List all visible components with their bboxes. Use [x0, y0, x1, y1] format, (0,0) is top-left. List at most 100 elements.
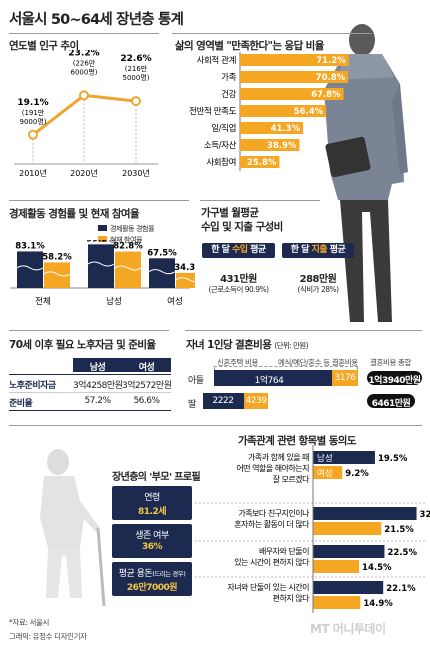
income-tag: 한 달 수입 평균	[202, 243, 275, 258]
alive-value: 36%	[141, 542, 163, 552]
satisfaction-value: 67.8%	[311, 90, 341, 100]
son-label: 아들	[188, 376, 204, 386]
population-pct-label: 22.6%	[120, 54, 151, 64]
satisfaction-value: 71.2%	[316, 56, 346, 66]
legend-cur-label: 현재 참여율	[110, 236, 143, 244]
family-bar-female	[313, 522, 382, 535]
income-value: 431만원	[220, 274, 257, 285]
daughter-total-pill	[367, 394, 415, 408]
row1-male: 3억4258만원	[73, 381, 123, 391]
population-point	[79, 90, 89, 101]
family-male-value: 32.6%	[420, 510, 430, 520]
population-year-label: 2010년	[19, 168, 47, 178]
total-label: 결혼비용 총합	[370, 358, 411, 367]
economic-bar-cur	[44, 262, 70, 288]
son-etc-bar	[332, 370, 358, 386]
family-female-value: 14.5%	[362, 563, 392, 573]
population-point	[28, 129, 38, 140]
population-count-label: 5000명)	[123, 73, 150, 82]
population-point	[131, 96, 141, 107]
expense-value: 288만원	[299, 274, 337, 285]
legend-swatch-navy	[98, 225, 107, 231]
economic-cur-value: 58.2%	[42, 252, 72, 262]
satisfaction-label: 사회참여	[206, 157, 236, 168]
son-house-bar	[214, 370, 358, 386]
population-pct-label: 23.2%	[68, 50, 99, 58]
family-legend-male: 남성	[317, 454, 333, 464]
economic-group-label: 남성	[106, 297, 122, 307]
legend-house: 신혼주택 비용	[217, 358, 258, 367]
economic-cur-value: 82.8%	[113, 242, 143, 252]
family-bar-female	[313, 466, 343, 479]
row1-female: 3억2572만원	[122, 381, 172, 391]
satisfaction-value: 56.4%	[294, 107, 324, 117]
household-heading-2: 수입 및 지출 구성비	[201, 221, 283, 233]
age-value: 81.2세	[138, 507, 167, 517]
population-count-label: 6000명)	[71, 67, 98, 76]
household-heading-1: 가구별 월평균	[201, 207, 259, 219]
economic-bar-chart: 83.1%58.2% 전체 99.2%82.8% 남성 67.5% 34.3% 여성	[10, 240, 195, 307]
population-year-label: 2020년	[70, 168, 98, 178]
family-bar-male	[313, 451, 375, 464]
legend-swatch-orange	[98, 236, 107, 242]
economic-bar-wave	[175, 277, 195, 283]
wedding-heading: 자녀 1인당 결혼비용 (단위: 만원)	[186, 339, 309, 351]
family-bar-male	[313, 545, 385, 558]
economic-heading: 경제활동 경험률 및 현재 참여율	[9, 208, 140, 220]
family-female-value: 14.9%	[363, 599, 393, 609]
population-count-label: (226만	[73, 58, 96, 67]
satisfaction-label: 건강	[221, 89, 236, 100]
daughter-total: 6461만원	[371, 399, 411, 409]
age-label: 연령	[144, 493, 160, 503]
family-question-text: 어떤 역할을 해야하는지	[236, 463, 309, 473]
graphic-credit: 그래픽: 유정수 디자인기자	[9, 632, 87, 641]
population-heading: 연도별 인구 추이	[9, 40, 79, 52]
satisfaction-label: 전반적 만족도	[189, 106, 236, 117]
age-box	[112, 486, 192, 520]
family-female-value: 9.2%	[345, 469, 369, 479]
economic-cur-value: 34.3%	[174, 263, 195, 273]
page-title: 서울시 50~64세 장년층 통계	[9, 12, 184, 28]
family-question-text: 잘 모르겠다	[273, 474, 310, 484]
economic-exp-value: 99.2%	[86, 240, 116, 244]
economic-bar-wave	[114, 265, 142, 271]
legend-etc: 예식/예단/혼수 등 결혼비용	[278, 358, 358, 367]
economic-group-label: 여성	[167, 296, 183, 307]
son-total-pill	[367, 371, 422, 385]
family-male-value: 19.5%	[378, 454, 408, 464]
family-heading: 가족관계 관련 항목별 동의도	[238, 435, 356, 447]
population-pct-label: 19.1%	[17, 98, 48, 108]
satisfaction-bar	[240, 156, 280, 168]
family-bar-male	[313, 581, 384, 594]
satisfaction-value: 41.3%	[271, 124, 301, 134]
elderly-man-illustration	[40, 449, 106, 607]
walking-man-illustration	[324, 24, 408, 322]
satisfaction-value: 70.8%	[316, 73, 346, 83]
population-year-label: 2030년	[122, 168, 150, 178]
economic-bar-wave	[87, 261, 115, 267]
row1-label: 노후준비자금	[9, 381, 56, 391]
family-question-text: 편하지 않다	[273, 593, 310, 603]
population-count-label: (191만	[22, 108, 45, 117]
satisfaction-label: 가족	[221, 73, 236, 83]
satisfaction-bar	[240, 71, 349, 83]
family-bar-female	[313, 560, 360, 573]
son-etc-value: 3176	[334, 373, 356, 383]
economic-legend: 경제활동 경험률 현재 참여율	[98, 224, 155, 245]
family-question-text: 혼자하는 활동이 더 많다	[234, 519, 310, 529]
alive-box	[112, 524, 192, 558]
son-house-value: 1억764	[254, 376, 284, 386]
economic-bar-wave	[16, 265, 44, 271]
family-male-value: 22.1%	[386, 584, 416, 594]
row2-female: 56.6%	[133, 396, 160, 406]
satisfaction-bar	[240, 88, 344, 100]
retirement-header-bg	[73, 358, 171, 372]
col-male: 남성	[89, 363, 106, 373]
family-question-text: 배우자와 단둘이	[259, 546, 309, 556]
satisfaction-bar	[240, 139, 300, 151]
row2-label: 준비율	[9, 399, 33, 409]
satisfaction-label: 소득/자산	[204, 140, 237, 151]
source-note: *자료: 서울시	[9, 618, 49, 627]
